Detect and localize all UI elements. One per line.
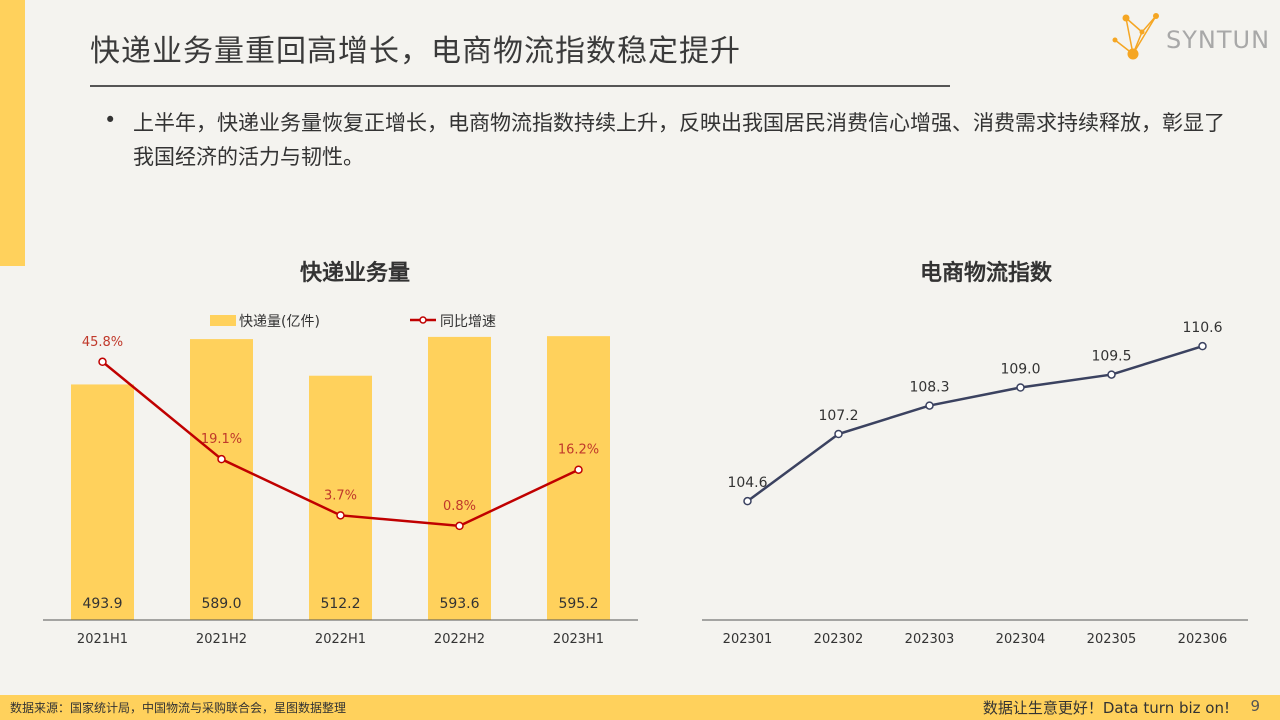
express-volume-chart: 快递量(亿件) 同比增速 493.9 589.0 512.2 593.6 595.2 2021… (43, 314, 638, 647)
syntun-logo-icon (1112, 13, 1159, 60)
page-number: 9 (1250, 697, 1260, 715)
left-accent-bar (0, 0, 25, 266)
index-value-label: 104.6 (727, 475, 767, 491)
footer-source: 数据来源：国家统计局，中国物流与采购联合会，星图数据整理 (10, 701, 347, 715)
x-tick-label: 202305 (1087, 632, 1137, 647)
growth-value-label: 16.2% (558, 443, 599, 458)
bar-value-label: 512.2 (320, 596, 360, 612)
ecommerce-chart-title: 电商物流指数 (919, 261, 1052, 286)
bar-value-label: 589.0 (201, 596, 241, 612)
index-value-label: 109.0 (1000, 362, 1040, 378)
growth-value-label: 3.7% (324, 488, 357, 503)
x-tick-label: 2022H2 (434, 632, 485, 647)
bullet-marker: • (104, 108, 117, 132)
x-tick-label: 202306 (1178, 632, 1228, 647)
growth-point (217, 454, 226, 464)
growth-point (336, 511, 345, 520)
footer-slogan: 数据让生意更好！Data turn biz on! (982, 699, 1230, 717)
logo-text: SYNTUN (1166, 26, 1271, 54)
bar-value-label: 493.9 (82, 596, 122, 612)
bar-2023H1 (547, 336, 610, 620)
growth-value-label: 19.1% (201, 432, 242, 447)
legend-bar-swatch (210, 315, 236, 326)
index-value-label: 110.6 (1182, 320, 1222, 336)
growth-value-label: 45.8% (82, 335, 123, 350)
growth-point (574, 465, 583, 474)
summary-text: 上半年，快递业务量恢复正增长，电商物流指数持续上升，反映出我国居民消费信心增强、… (133, 111, 1225, 169)
x-tick-label: 2023H1 (553, 632, 604, 647)
x-tick-label: 2022H1 (315, 632, 366, 647)
growth-point (98, 357, 107, 367)
x-tick-label: 2021H1 (77, 632, 128, 647)
index-point (743, 496, 752, 506)
legend-line-marker (419, 316, 427, 324)
bar-value-label: 595.2 (558, 596, 598, 612)
x-tick-label: 202303 (905, 632, 955, 647)
growth-value-label: 0.8% (443, 499, 476, 514)
bar-2022H1 (309, 375, 372, 620)
bar-value-label: 593.6 (439, 596, 479, 612)
index-series-line (746, 344, 1203, 503)
index-point (925, 401, 934, 410)
express-chart-title: 快递业务量 (299, 261, 410, 286)
index-point (1016, 383, 1025, 392)
legend-line-label: 同比增速 (440, 314, 496, 330)
growth-point (455, 521, 464, 531)
index-point (1107, 370, 1116, 379)
bar-2022H2 (428, 336, 491, 620)
index-value-label: 109.5 (1091, 349, 1131, 365)
index-value-label: 107.2 (818, 408, 858, 424)
x-tick-label: 202302 (814, 632, 864, 647)
index-value-label: 108.3 (909, 380, 949, 396)
index-point (834, 429, 843, 439)
legend-bar-label: 快递量(亿件) (239, 314, 320, 330)
x-tick-label: 202301 (723, 632, 773, 647)
index-point (1198, 341, 1207, 351)
title-divider (90, 85, 950, 87)
footer-bar: 数据来源：国家统计局，中国物流与采购联合会，星图数据整理 数据让生意更好！Dat… (0, 695, 1280, 720)
ecommerce-index-chart: 202301 202302 202303 202304 202305 202306 104.… (702, 320, 1248, 647)
bar-2021H2 (190, 339, 253, 620)
x-tick-label: 2021H2 (196, 632, 247, 647)
bar-2021H1 (71, 384, 134, 620)
page-title: 快递业务量重回高增长，电商物流指数稳定提升 (90, 34, 741, 69)
x-tick-label: 202304 (996, 632, 1046, 647)
